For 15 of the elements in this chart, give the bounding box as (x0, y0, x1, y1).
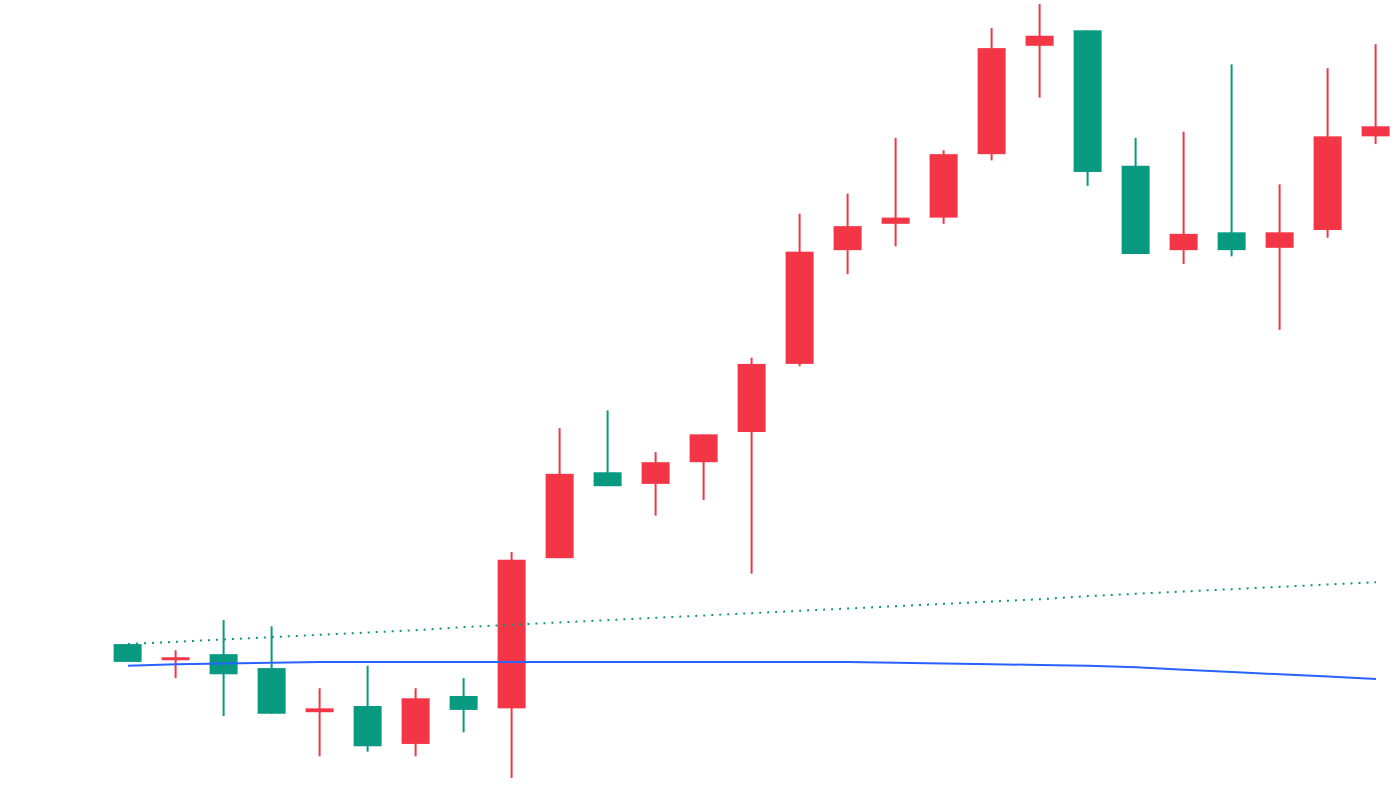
candlestick (1265, 183, 1294, 331)
candlestick (593, 409, 622, 488)
candlestick (1169, 130, 1198, 266)
candlestick (833, 192, 862, 276)
candlestick (641, 451, 670, 517)
candlestick (161, 649, 190, 680)
candlestick (401, 687, 430, 758)
candlestick (1361, 43, 1390, 146)
candlestick (881, 136, 910, 248)
candlestick (1025, 4, 1054, 99)
candlestick (1217, 63, 1246, 258)
candlestick (689, 433, 718, 502)
candlestick (353, 664, 382, 753)
candlestick (305, 687, 334, 758)
candlestick (449, 677, 478, 734)
